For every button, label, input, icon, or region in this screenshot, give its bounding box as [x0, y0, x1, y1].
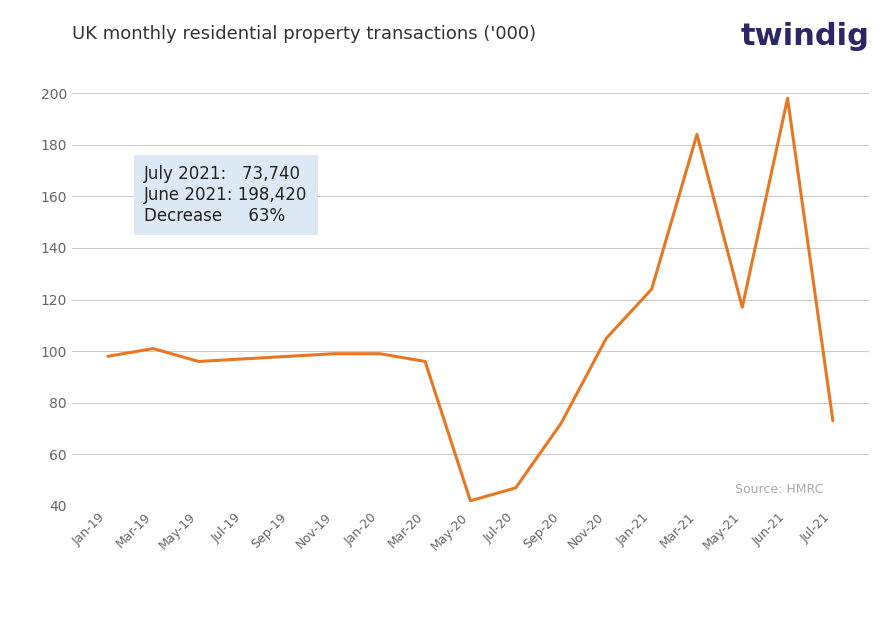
Text: UK monthly residential property transactions ('000): UK monthly residential property transact…	[72, 25, 536, 43]
Text: Source: HMRC: Source: HMRC	[736, 482, 823, 495]
Text: July 2021:   73,740
June 2021: 198,420
Decrease     63%: July 2021: 73,740 June 2021: 198,420 Dec…	[144, 165, 307, 225]
Text: twindig: twindig	[740, 22, 869, 51]
